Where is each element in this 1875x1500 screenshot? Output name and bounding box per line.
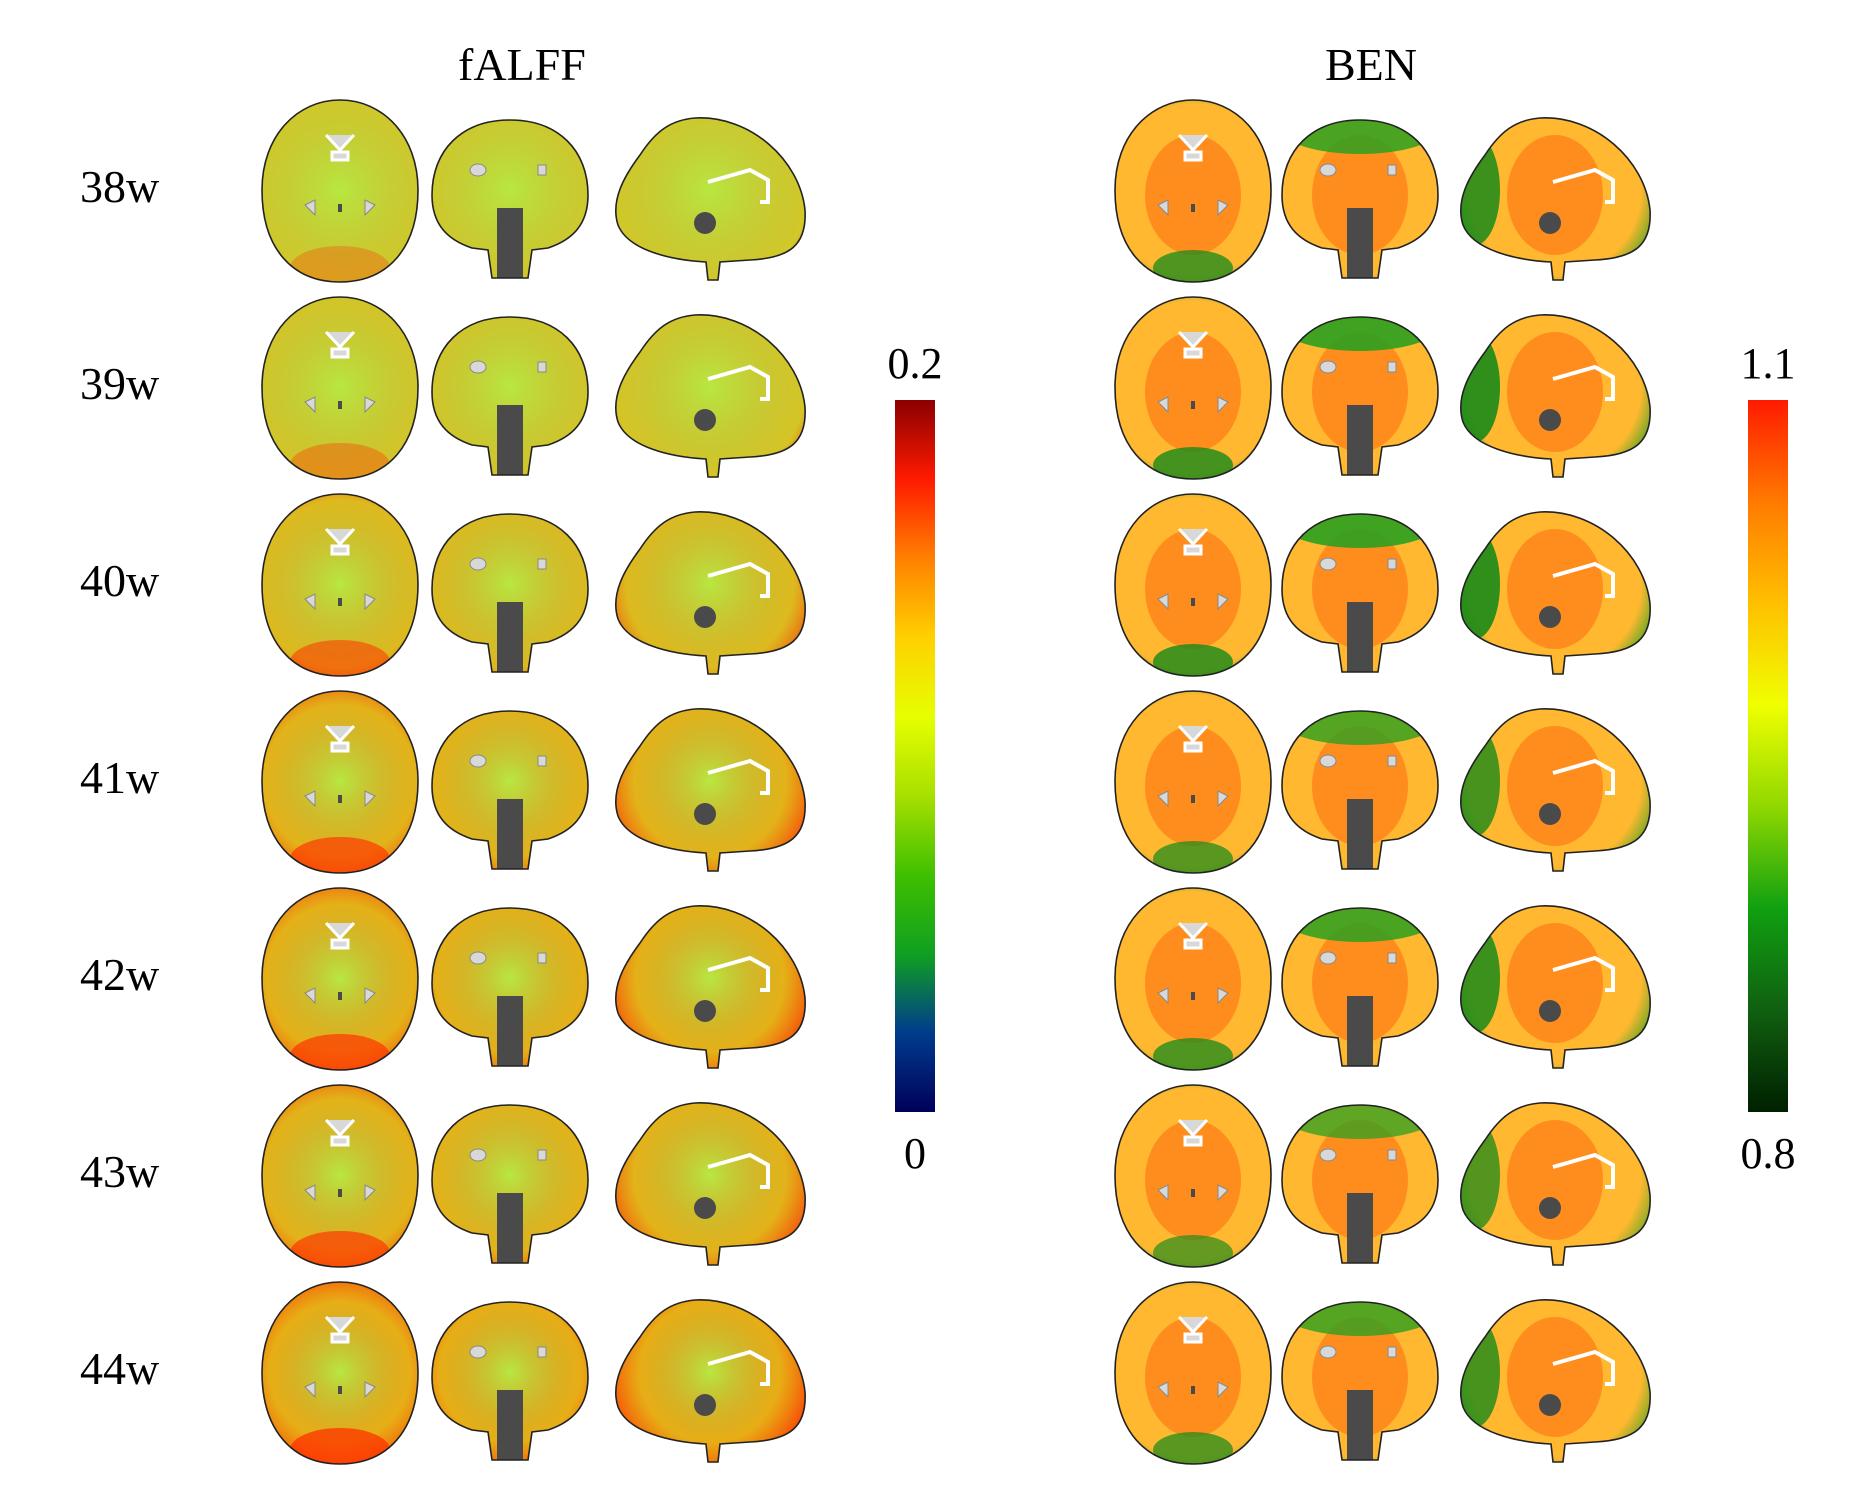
falff-coronal-slice bbox=[431, 907, 589, 1067]
falff-title: fALFF bbox=[458, 39, 586, 90]
falff-colorbar bbox=[895, 400, 935, 1112]
falff-coronal-slice bbox=[431, 316, 589, 476]
falff-axial-slice bbox=[261, 296, 419, 480]
falff-colorbar-min: 0 bbox=[904, 1129, 926, 1178]
ben-axial-slice bbox=[1114, 296, 1272, 480]
ben-coronal-slice bbox=[1281, 119, 1439, 279]
ben-sagittal-slice bbox=[1460, 708, 1651, 872]
ben-sagittal-slice bbox=[1460, 905, 1651, 1069]
ben-axial-slice bbox=[1114, 690, 1272, 874]
age-label: 38w bbox=[80, 161, 160, 212]
falff-coronal-slice bbox=[431, 513, 589, 673]
age-label: 42w bbox=[80, 949, 160, 1000]
ben-coronal-slice bbox=[1281, 710, 1439, 870]
ben-colorbar bbox=[1748, 400, 1788, 1112]
falff-sagittal-slice bbox=[615, 511, 806, 675]
ben-sagittal-slice bbox=[1460, 1299, 1651, 1463]
falff-coronal-slice bbox=[431, 710, 589, 870]
falff-axial-slice bbox=[261, 887, 419, 1071]
falff-sagittal-slice bbox=[615, 117, 806, 281]
falff-axial-slice bbox=[261, 1084, 419, 1268]
ben-coronal-slice bbox=[1281, 513, 1439, 673]
falff-sagittal-slice bbox=[615, 905, 806, 1069]
falff-axial-slice bbox=[261, 99, 419, 283]
age-label: 41w bbox=[80, 752, 160, 803]
ben-sagittal-slice bbox=[1460, 1102, 1651, 1266]
falff-axial-slice bbox=[261, 690, 419, 874]
ben-title: BEN bbox=[1325, 39, 1417, 90]
falff-coronal-slice bbox=[431, 119, 589, 279]
ben-coronal-slice bbox=[1281, 1301, 1439, 1461]
falff-coronal-slice bbox=[431, 1301, 589, 1461]
ben-axial-slice bbox=[1114, 493, 1272, 677]
falff-sagittal-slice bbox=[615, 1102, 806, 1266]
ben-axial-slice bbox=[1114, 1281, 1272, 1465]
ben-axial-slice bbox=[1114, 887, 1272, 1071]
falff-axial-slice bbox=[261, 1281, 419, 1465]
ben-coronal-slice bbox=[1281, 1104, 1439, 1264]
ben-sagittal-slice bbox=[1460, 314, 1651, 478]
age-label: 43w bbox=[80, 1146, 160, 1197]
falff-coronal-slice bbox=[431, 1104, 589, 1264]
falff-colorbar-max: 0.2 bbox=[887, 339, 943, 388]
age-label: 40w bbox=[80, 555, 160, 606]
ben-coronal-slice bbox=[1281, 907, 1439, 1067]
falff-sagittal-slice bbox=[615, 314, 806, 478]
ben-colorbar-max: 1.1 bbox=[1740, 339, 1796, 388]
falff-sagittal-slice bbox=[615, 1299, 806, 1463]
falff-axial-slice bbox=[261, 493, 419, 677]
age-label: 39w bbox=[80, 358, 160, 409]
ben-sagittal-slice bbox=[1460, 117, 1651, 281]
ben-sagittal-slice bbox=[1460, 511, 1651, 675]
falff-sagittal-slice bbox=[615, 708, 806, 872]
age-label: 44w bbox=[80, 1343, 160, 1394]
ben-colorbar-min: 0.8 bbox=[1740, 1129, 1796, 1178]
ben-axial-slice bbox=[1114, 1084, 1272, 1268]
ben-axial-slice bbox=[1114, 99, 1272, 283]
ben-coronal-slice bbox=[1281, 316, 1439, 476]
